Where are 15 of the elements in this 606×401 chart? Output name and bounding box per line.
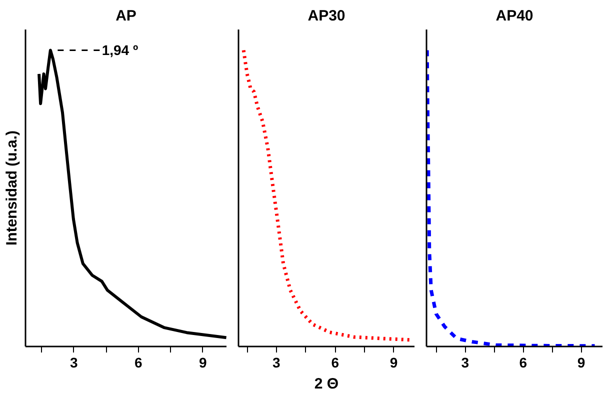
x-tick-label: 6 — [331, 354, 340, 370]
x-axis-title: 2 Θ — [314, 376, 339, 392]
x-tick-label: 6 — [134, 354, 142, 370]
y-axis-title: Intensidad (u.a.) — [4, 130, 20, 246]
chart-title: AP40 — [496, 8, 534, 24]
chart-title: AP30 — [308, 8, 346, 24]
x-tick-label: 9 — [577, 354, 586, 370]
x-tick-label: 9 — [390, 354, 398, 370]
x-tick-label: 6 — [519, 354, 528, 370]
annotation: 1,94 º — [102, 42, 138, 58]
x-tick-label: 9 — [198, 354, 207, 370]
chart-title: AP — [116, 8, 136, 24]
x-tick-label: 3 — [461, 354, 470, 370]
x-tick-label: 3 — [272, 354, 281, 370]
x-tick-label: 3 — [70, 354, 78, 370]
